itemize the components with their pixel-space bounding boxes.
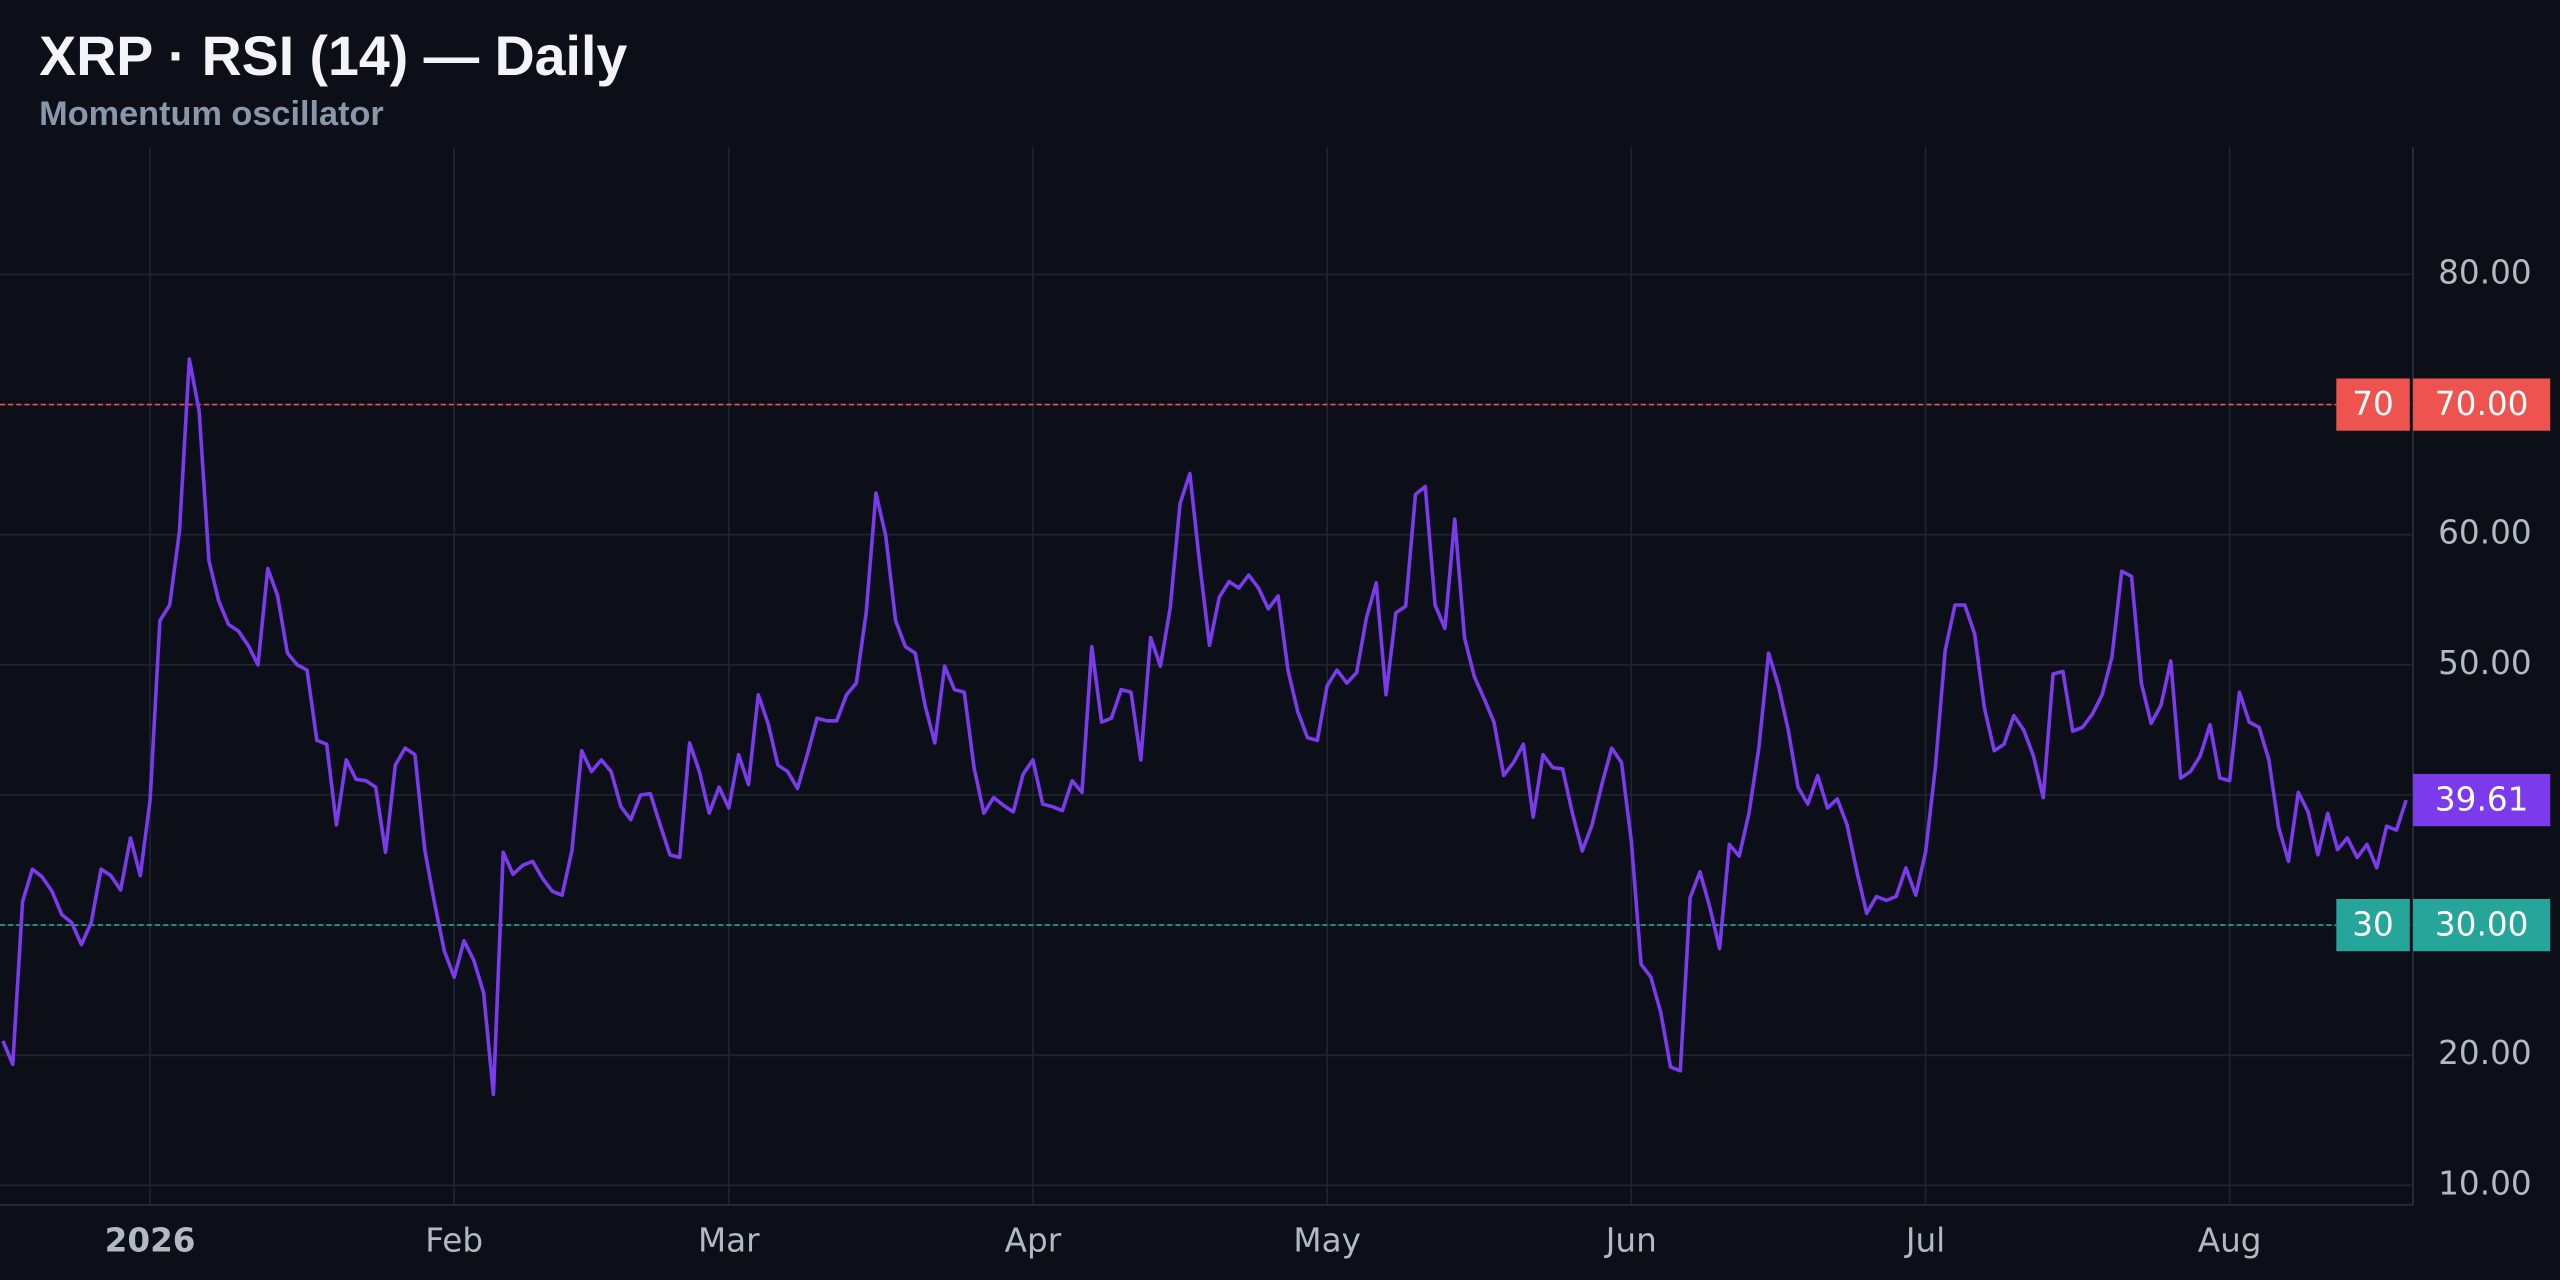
y-tick-label: 50.00 [2438, 644, 2531, 682]
last-value-badge [2413, 773, 2551, 827]
x-tick-label: May [1293, 1221, 1360, 1259]
x-tick-label: Aug [2198, 1221, 2262, 1259]
y-tick-label: 60.00 [2438, 514, 2531, 552]
reference-label: 70 [2352, 385, 2394, 423]
x-tick-label: Apr [1005, 1221, 1062, 1259]
x-tick-label: Jun [1604, 1221, 1657, 1259]
last-value-label: 39.61 [2435, 781, 2528, 819]
x-tick-label: Feb [425, 1221, 483, 1259]
y-tick-label: 80.00 [2438, 253, 2531, 291]
reference-axis-badge [2413, 378, 2551, 431]
reference-label: 30 [2352, 906, 2394, 944]
chart-title: XRP · RSI (14) — Daily [39, 25, 627, 87]
reference-axis-badge [2413, 898, 2551, 952]
reference-badge [2336, 378, 2410, 431]
chart-subtitle: Momentum oscillator [39, 95, 384, 133]
reference-badge [2336, 898, 2410, 952]
rsi-line [1, 357, 2408, 1097]
x-tick-label: 2026 [105, 1221, 196, 1259]
x-tick-label: Mar [698, 1221, 760, 1259]
y-tick-label: 10.00 [2438, 1164, 2531, 1202]
reference-axis-label: 30.00 [2435, 906, 2528, 944]
y-tick-label: 20.00 [2438, 1034, 2531, 1072]
x-tick-label: Jul [1904, 1221, 1945, 1259]
reference-axis-label: 70.00 [2435, 385, 2528, 423]
